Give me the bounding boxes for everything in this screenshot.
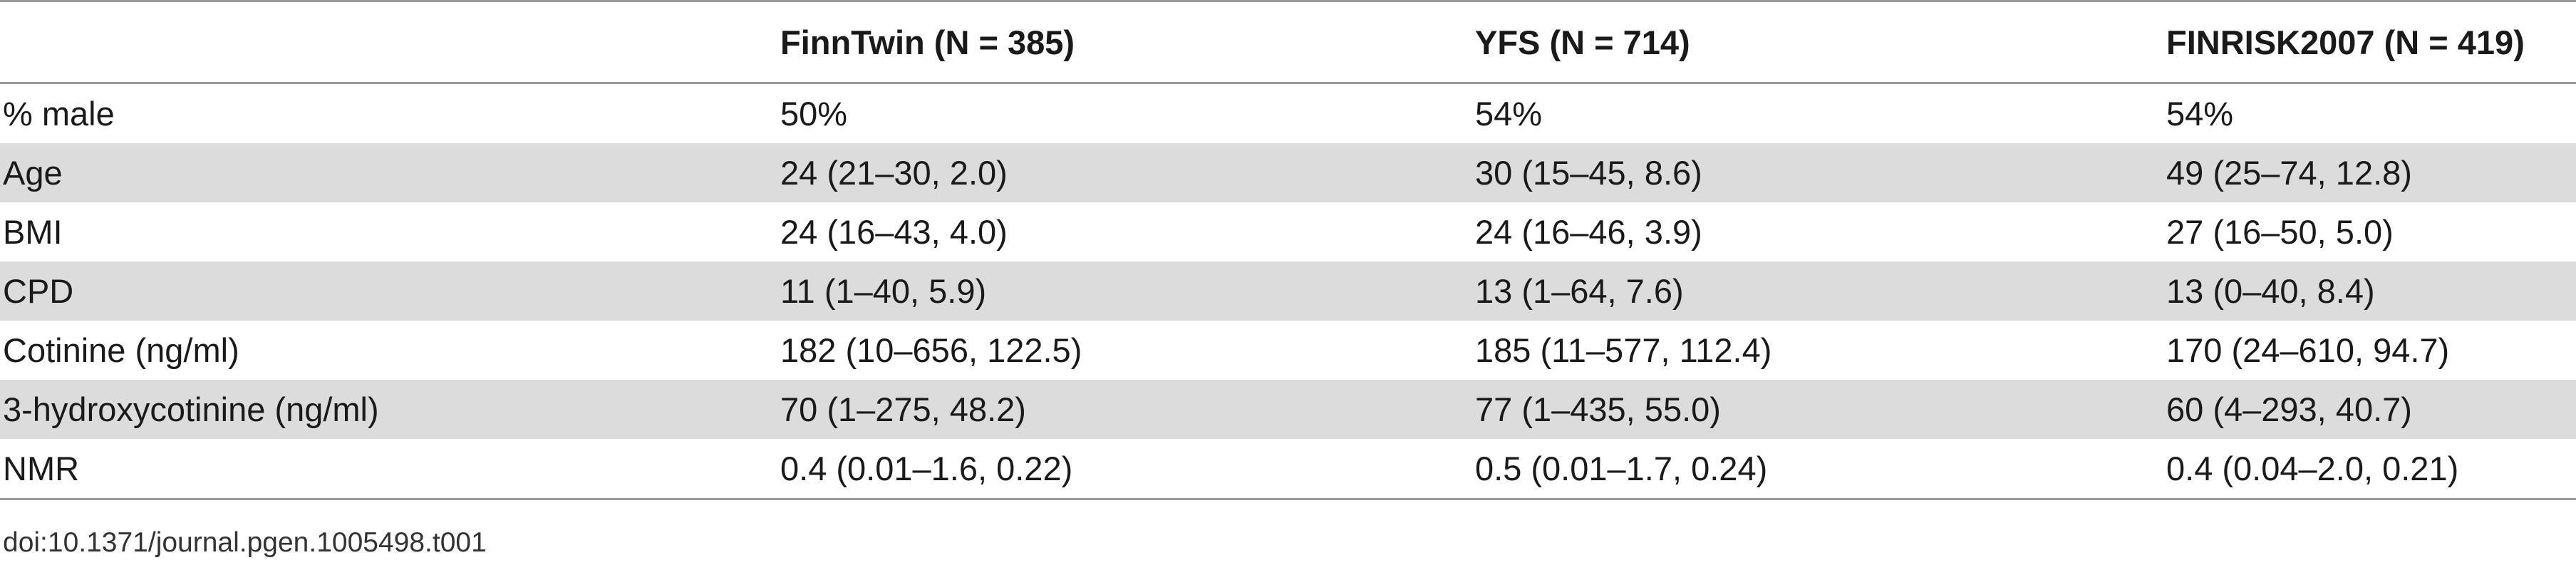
cell-finntwin: 50% (780, 95, 848, 133)
cell-finrisk2007: 0.4 (0.04–2.0, 0.21) (2166, 439, 2576, 500)
header-row: FinnTwin (N = 385) YFS (N = 714) FINRISK… (0, 0, 2576, 84)
cell-yfs: 77 (1–435, 55.0) (1475, 380, 2166, 439)
cell-yfs: 13 (1–64, 7.6) (1475, 261, 2166, 321)
row-label: % male (3, 95, 115, 133)
cell-finntwin: 0.4 (0.01–1.6, 0.22) (780, 439, 1475, 500)
table-row: CPD 11 (1–40, 5.9) 13 (1–64, 7.6) 13 (0–… (0, 261, 2576, 321)
doi-link[interactable]: doi:10.1371/journal.pgen.1005498.t001 (3, 527, 487, 558)
table-row: Age 24 (21–30, 2.0) 30 (15–45, 8.6) 49 (… (0, 143, 2576, 202)
data-table: FinnTwin (N = 385) YFS (N = 714) FINRISK… (0, 0, 2576, 500)
header-cell-variable (0, 0, 780, 84)
row-label: Cotinine (ng/ml) (3, 331, 239, 369)
cell-finntwin: 70 (1–275, 48.2) (780, 380, 1475, 439)
table-header: FinnTwin (N = 385) YFS (N = 714) FINRISK… (0, 0, 2576, 84)
cell-yfs: 54% (1475, 95, 1543, 133)
cell-finntwin: 11 (1–40, 5.9) (780, 261, 1475, 321)
row-label: NMR (0, 439, 780, 500)
cell-finrisk2007: 60 (4–293, 40.7) (2166, 380, 2576, 439)
cell-finntwin: 182 (10–656, 122.5) (780, 331, 1082, 369)
cell-finrisk2007: 13 (0–40, 8.4) (2166, 261, 2576, 321)
table-row: Cotinine (ng/ml) 182 (10–656, 122.5) 185… (0, 321, 2576, 380)
cell-finrisk2007: 54% (2166, 95, 2234, 133)
cell-yfs: 185 (11–577, 112.4) (1475, 331, 1772, 369)
table-row: % male 50% 54% 54% (0, 83, 2576, 144)
cell-yfs: 0.5 (0.01–1.7, 0.24) (1475, 439, 2166, 500)
header-cell-yfs: YFS (N = 714) (1475, 0, 2166, 84)
row-label: CPD (0, 261, 780, 321)
row-label: BMI (3, 213, 63, 251)
table-row: BMI 24 (16–43, 4.0) 24 (16–46, 3.9) 27 (… (0, 202, 2576, 261)
header-cell-finntwin: FinnTwin (N = 385) (780, 0, 1475, 84)
table-row: 3-hydroxycotinine (ng/ml) 70 (1–275, 48.… (0, 380, 2576, 439)
table-body: % male 50% 54% 54% Age 24 (21–30, 2.0) 3… (0, 83, 2576, 500)
cell-finrisk2007: 170 (24–610, 94.7) (2166, 331, 2450, 369)
table-row: NMR 0.4 (0.01–1.6, 0.22) 0.5 (0.01–1.7, … (0, 439, 2576, 500)
header-cell-finrisk2007: FINRISK2007 (N = 419) (2166, 0, 2576, 84)
cell-finntwin: 24 (21–30, 2.0) (780, 143, 1475, 202)
cell-finrisk2007: 27 (16–50, 5.0) (2166, 213, 2394, 251)
cell-finntwin: 24 (16–43, 4.0) (780, 213, 1008, 251)
cell-yfs: 30 (15–45, 8.6) (1475, 143, 2166, 202)
row-label: 3-hydroxycotinine (ng/ml) (0, 380, 780, 439)
cell-yfs: 24 (16–46, 3.9) (1475, 213, 1702, 251)
row-label: Age (0, 143, 780, 202)
cell-finrisk2007: 49 (25–74, 12.8) (2166, 143, 2576, 202)
